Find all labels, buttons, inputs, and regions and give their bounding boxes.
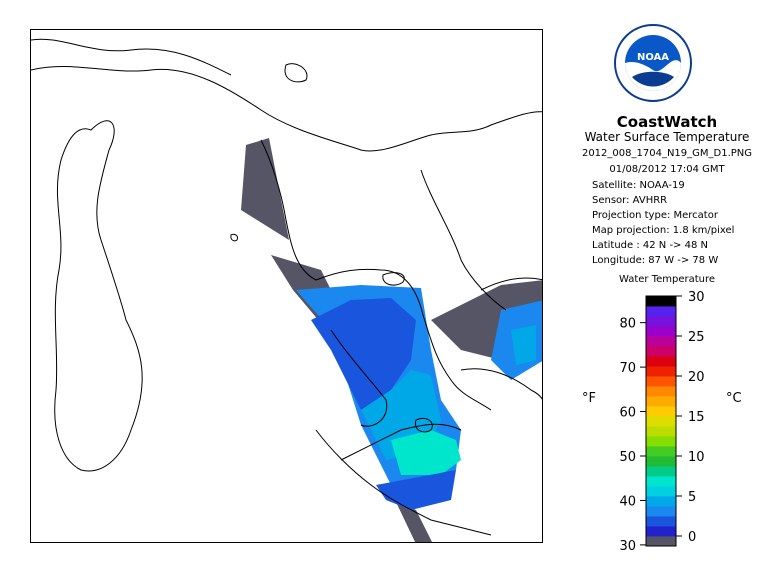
product-name: Water Surface Temperature: [584, 130, 750, 144]
colorbar-band: [646, 466, 676, 477]
coastline: [31, 38, 542, 536]
colorbar-band: [646, 446, 676, 457]
colorbar-band: [646, 476, 676, 487]
islands: [230, 63, 433, 433]
colorbar-band: [646, 346, 676, 357]
celsius-tick-label: 30: [688, 290, 705, 305]
fahrenheit-tick-label: 40: [619, 494, 636, 509]
temperature-swath: [241, 138, 542, 542]
celsius-unit: °C: [726, 391, 742, 406]
image-datetime: 01/08/2012 17:04 GMT: [609, 164, 725, 175]
colorbar-band: [646, 536, 676, 547]
colorbar-band: [646, 526, 676, 537]
colorbar-band: [646, 386, 676, 397]
colorbar-band: [646, 336, 676, 347]
colorbar-frame: [645, 295, 677, 547]
colorbar-band: [646, 456, 676, 467]
colorbar-band: [646, 356, 676, 367]
colorbar-band: [646, 486, 676, 497]
colorbar-band: [646, 516, 676, 527]
colorbar-band: [646, 326, 676, 337]
colorbar-band: [646, 416, 676, 427]
colorbar-band: [646, 376, 676, 387]
colorbar-band: [646, 316, 676, 327]
colorbar-bands: [646, 296, 676, 547]
fahrenheit-tick-label: 70: [619, 361, 636, 376]
colorbar-ticks: 0 5 10 15 20 25 30 30 40 50 60 70 80: [619, 290, 704, 554]
colorbar-band: [646, 366, 676, 377]
celsius-tick-label: 5: [688, 490, 696, 505]
metadata-projection-type: Projection type: Mercator: [592, 210, 718, 221]
colorbar-band: [646, 496, 676, 507]
colorbar-band: [646, 406, 676, 417]
celsius-tick-label: 25: [688, 330, 705, 345]
brand-title: CoastWatch: [616, 113, 718, 131]
fahrenheit-tick-label: 30: [619, 539, 636, 554]
celsius-tick-label: 0: [688, 530, 696, 545]
celsius-tick-label: 10: [688, 450, 705, 465]
fahrenheit-unit: °F: [582, 391, 596, 406]
celsius-tick-label: 15: [688, 410, 705, 425]
image-filename: 2012_008_1704_N19_GM_D1.PNG: [581, 148, 753, 159]
metadata-sensor: Sensor: AVHRR: [592, 195, 668, 206]
colorbar-band: [646, 306, 676, 317]
metadata-longitude: Longitude: 87 W -> 78 W: [592, 255, 719, 266]
fahrenheit-tick-label: 80: [619, 317, 636, 332]
logo-label: NOAA: [637, 52, 669, 63]
legend-title: Water Temperature: [618, 274, 716, 285]
metadata-map-projection: Map projection: 1.8 km/pixel: [592, 225, 735, 236]
colorbar-band: [646, 396, 676, 407]
temperature-colorbar: 0 5 10 15 20 25 30 30 40 50 60 70 80 °F °C: [582, 290, 742, 554]
colorbar-band: [646, 296, 676, 307]
noaa-logo: NOAA: [614, 24, 692, 102]
map-panel: [30, 29, 543, 543]
fahrenheit-tick-label: 50: [619, 450, 636, 465]
colorbar-band: [646, 426, 676, 437]
map-svg: [31, 38, 542, 542]
fahrenheit-tick-label: 60: [619, 406, 636, 421]
metadata-latitude: Latitude : 42 N -> 48 N: [592, 240, 708, 251]
metadata-satellite: Satellite: NOAA-19: [592, 180, 685, 191]
colorbar-band: [646, 506, 676, 517]
colorbar-band: [646, 436, 676, 447]
celsius-tick-label: 20: [688, 370, 705, 385]
